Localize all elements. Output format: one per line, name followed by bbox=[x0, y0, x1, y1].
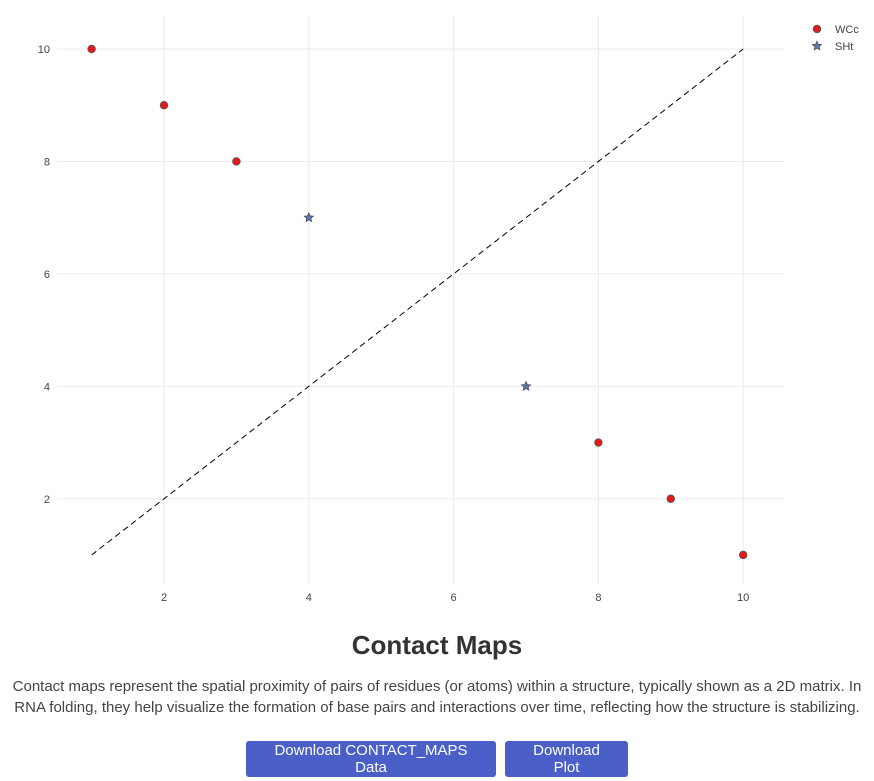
diagonal-reference-line bbox=[91, 48, 744, 556]
page-description: Contact maps represent the spatial proxi… bbox=[12, 678, 862, 716]
y-tick-label: 10 bbox=[38, 44, 50, 56]
contact-map-chart[interactable]: 2 4 6 8 10 2 4 6 8 10 WCc SHt bbox=[0, 0, 874, 620]
x-tick-label: 4 bbox=[306, 592, 312, 604]
x-tick-label: 2 bbox=[161, 592, 167, 604]
x-tick-label: 8 bbox=[595, 592, 601, 604]
y-tick-label: 8 bbox=[44, 156, 50, 168]
y-tick-label: 6 bbox=[44, 269, 50, 281]
y-tick-label: 4 bbox=[44, 381, 50, 393]
data-point-wcc[interactable] bbox=[232, 157, 241, 166]
legend-star-icon[interactable] bbox=[811, 40, 823, 51]
legend-circle-icon[interactable] bbox=[812, 24, 822, 34]
download-data-button[interactable]: Download CONTACT_MAPS Data bbox=[246, 741, 496, 777]
legend-label-wcc[interactable]: WCc bbox=[835, 24, 859, 36]
y-tick-label: 2 bbox=[44, 494, 50, 506]
data-point-wcc[interactable] bbox=[666, 494, 675, 503]
page-title: Contact Maps bbox=[351, 630, 523, 660]
data-point-sht[interactable] bbox=[520, 380, 532, 391]
data-point-sht[interactable] bbox=[303, 211, 315, 223]
data-point-wcc[interactable] bbox=[159, 101, 169, 110]
download-plot-button[interactable]: Download Plot bbox=[505, 741, 628, 777]
x-tick-label: 10 bbox=[737, 592, 749, 604]
data-point-wcc[interactable] bbox=[594, 438, 603, 447]
button-row: Download CONTACT_MAPS Data Download Plot bbox=[0, 741, 874, 777]
data-point-wcc[interactable] bbox=[739, 550, 748, 560]
x-tick-label: 6 bbox=[451, 592, 457, 604]
data-point-wcc[interactable] bbox=[87, 44, 96, 54]
legend-label-sht[interactable]: SHt bbox=[835, 41, 853, 53]
